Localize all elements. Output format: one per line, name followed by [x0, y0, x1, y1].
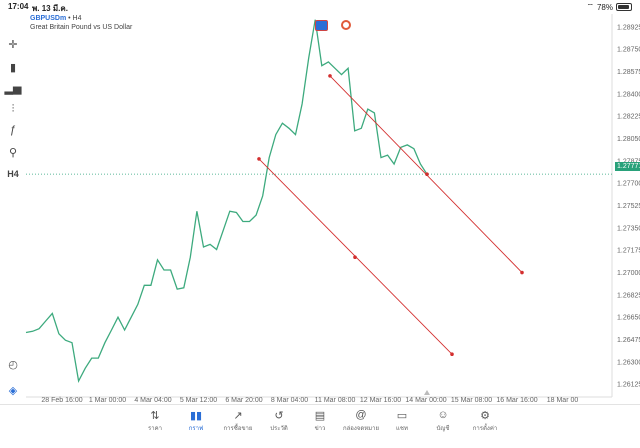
x-tick-label: 11 Mar 08:00	[315, 397, 356, 404]
y-tick-label: 1.27000	[617, 270, 640, 277]
price-chart[interactable]: 1.28925 1.28750 1.28575 1.28400 1.28225 1.280…	[0, 0, 640, 404]
x-tick-label: 28 Feb 16:00	[41, 397, 82, 404]
nav-quotes-label: ราคา	[148, 426, 162, 432]
y-tick-label: 1.28050	[617, 136, 640, 143]
nav-account-label: บัญชี	[437, 426, 450, 432]
volume-bars-icon[interactable]: ▂▅	[5, 80, 21, 96]
x-tick-label: 1 Mar 00:00	[89, 397, 126, 404]
timeframe-label[interactable]: H4	[5, 166, 21, 182]
nav-news-label: ข่าว	[315, 426, 326, 432]
y-tick-label: 1.28575	[617, 69, 640, 76]
nav-quotes-icon: ⇅	[135, 409, 175, 423]
candlestick-icon[interactable]: ▮	[5, 59, 21, 75]
one-click-trading-button[interactable]	[315, 20, 328, 31]
x-tick-label: 6 Mar 20:00	[225, 397, 262, 404]
nav-chart-label: กราฟ	[189, 426, 203, 432]
nav-account-icon: ☺	[423, 409, 463, 423]
y-tick-label: 1.27350	[617, 225, 640, 232]
trendline-anchor[interactable]	[328, 74, 332, 78]
nav-mailbox-label: กล่องจดหมาย	[343, 426, 379, 432]
trendline-anchor[interactable]	[257, 157, 261, 161]
nav-news[interactable]: ▤ ข่าว	[300, 409, 340, 433]
trendline-anchor[interactable]	[353, 255, 357, 259]
symbol-ticker[interactable]: GBPUSDm	[30, 15, 66, 22]
nav-quotes[interactable]: ⇅ ราคา	[135, 409, 175, 433]
function-icon[interactable]: ƒ	[5, 122, 21, 138]
nav-chat[interactable]: ▭ แชท	[382, 409, 422, 433]
trendline-anchor[interactable]	[450, 352, 454, 356]
nav-mailbox-icon: @	[341, 409, 381, 423]
y-tick-label: 1.28925	[617, 24, 640, 31]
nav-history-label: ประวัติ	[270, 426, 288, 432]
y-tick-label: 1.27525	[617, 203, 640, 210]
chart-history-icon[interactable]: ◴	[6, 357, 20, 371]
scroll-marker-icon[interactable]	[424, 390, 430, 395]
indicators-icon[interactable]: ⫶	[5, 101, 21, 117]
x-tick-label: 8 Mar 04:00	[271, 397, 308, 404]
nav-trade[interactable]: ↗ การซื้อขาย	[218, 409, 258, 433]
nav-trade-icon: ↗	[218, 409, 258, 423]
y-tick-label: 1.26650	[617, 315, 640, 322]
x-tick-label: 14 Mar 00:00	[405, 397, 446, 404]
nav-history-icon: ↺	[259, 409, 299, 423]
nav-mailbox[interactable]: @ กล่องจดหมาย	[341, 409, 381, 433]
nav-news-icon: ▤	[300, 409, 340, 423]
bottom-navigation: ⇅ ราคา ▮▮ กราฟ ↗ การซื้อขาย ↺ ประวัติ ▤ ข่าว @ กล่อ…	[0, 404, 640, 448]
nav-settings-icon: ⚙	[465, 409, 505, 423]
nav-history[interactable]: ↺ ประวัติ	[259, 409, 299, 433]
x-tick-label: 5 Mar 12:00	[180, 397, 217, 404]
x-tick-label: 12 Mar 16:00	[360, 397, 401, 404]
nav-trade-label: การซื้อขาย	[224, 426, 253, 432]
price-series-line	[26, 20, 427, 381]
y-tick-label: 1.28400	[617, 91, 640, 98]
crosshair-icon[interactable]: ✛	[5, 36, 21, 52]
trendline-anchor[interactable]	[520, 271, 524, 275]
symbol-description: Great Britain Pound vs US Dollar	[30, 23, 132, 32]
x-tick-label: 16 Mar 16:00	[496, 397, 537, 404]
nav-chat-label: แชท	[396, 426, 408, 432]
y-tick-label: 1.26825	[617, 292, 640, 299]
nav-settings-label: การตั้งค่า	[473, 426, 497, 432]
x-tick-label: 4 Mar 04:00	[134, 397, 171, 404]
y-tick-label: 1.26300	[617, 359, 640, 366]
y-tick-label: 1.28225	[617, 114, 640, 121]
symbol-timeframe: H4	[73, 15, 82, 22]
nav-chart-icon: ▮▮	[176, 409, 216, 423]
symbol-info: GBPUSDm • H4 Great Britain Pound vs US D…	[30, 14, 132, 32]
x-tick-label: 18 Mar 00	[547, 397, 579, 404]
y-tick-label: 1.26475	[617, 337, 640, 344]
nav-chart[interactable]: ▮▮ กราฟ	[176, 409, 216, 433]
y-tick-label: 1.27700	[617, 181, 640, 188]
trendline-anchor[interactable]	[425, 172, 429, 176]
nav-chat-icon: ▭	[382, 409, 422, 423]
trade-logo-icon[interactable]: ◈	[6, 383, 20, 397]
nav-settings[interactable]: ⚙ การตั้งค่า	[465, 409, 505, 433]
nav-account[interactable]: ☺ บัญชี	[423, 409, 463, 433]
current-price-badge: 1.27771	[615, 162, 640, 171]
trade-status-button[interactable]	[341, 20, 351, 30]
x-tick-label: 15 Mar 08:00	[451, 397, 492, 404]
y-tick-label: 1.27175	[617, 248, 640, 255]
y-tick-label: 1.26125	[617, 382, 640, 389]
objects-icon[interactable]: ⚲	[5, 144, 21, 160]
y-tick-label: 1.28750	[617, 47, 640, 54]
